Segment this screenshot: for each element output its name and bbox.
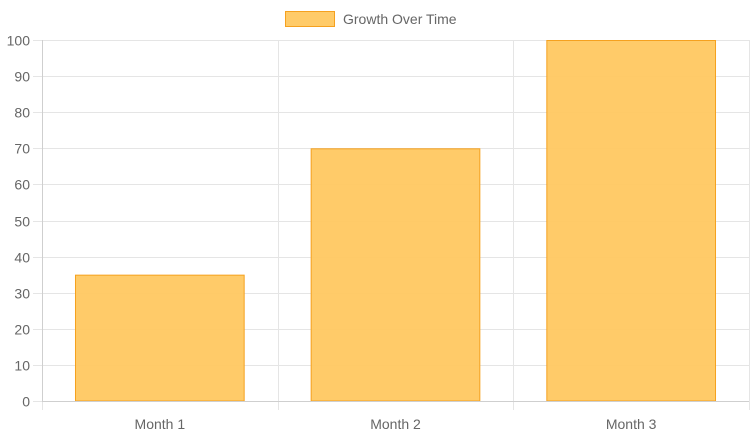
y-tick-label: 50 [14,214,30,230]
bars-layer [74,40,717,402]
y-tick-label: 40 [14,250,30,266]
y-tick-label: 100 [7,33,31,49]
legend-label[interactable]: Growth Over Time [343,11,457,27]
axis-layer: 0 10 20 30 40 50 60 70 80 90 100 Month 1 Month 2 Mont… [7,33,749,432]
y-tick-label: 0 [22,394,30,410]
y-tick-label: 70 [14,141,30,157]
bar-month-1[interactable] [74,274,245,402]
y-tick-label: 60 [14,177,30,193]
legend-swatch[interactable] [285,11,335,27]
y-tick-label: 20 [14,322,30,338]
chart-legend[interactable]: Growth Over Time [285,11,457,27]
y-tick-label: 90 [14,69,30,85]
y-tick-label: 10 [14,358,30,374]
x-tick-label: Month 1 [135,416,186,432]
x-tick-label: Month 2 [370,416,421,432]
y-tick-label: 80 [14,105,30,121]
bar-month-2[interactable] [310,148,481,402]
x-tick-label: Month 3 [606,416,657,432]
bar-month-3[interactable] [546,40,717,402]
y-tick-label: 30 [14,286,30,302]
